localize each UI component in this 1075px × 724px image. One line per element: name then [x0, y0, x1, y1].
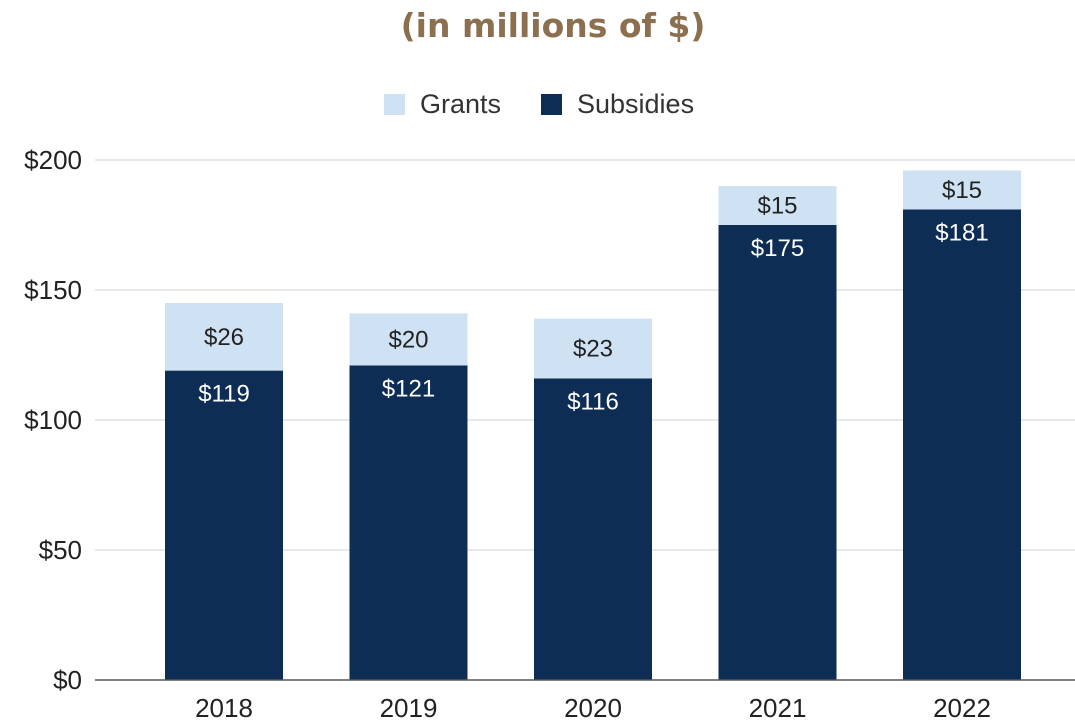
data-label-grants-2018: $26 [204, 324, 244, 351]
x-tick-label: 2021 [749, 693, 807, 723]
bar-subsidies-2022 [903, 209, 1021, 680]
data-label-grants-2020: $23 [573, 336, 613, 363]
chart-legend: Grants Subsidies [384, 89, 694, 119]
bars: $119 $26 $121 $20 $116 $23 $175 $15 $181 $15 [165, 170, 1021, 680]
legend-label-subsidies: Subsidies [577, 89, 694, 119]
y-tick-label: $150 [24, 275, 82, 305]
data-label-subsidies-2018: $119 [198, 381, 250, 408]
x-axis-ticks: 2018 2019 2020 2021 2022 [195, 693, 991, 723]
bar-subsidies-2021 [718, 225, 837, 680]
chart-title: (in millions of $) [401, 6, 706, 45]
data-label-grants-2019: $20 [388, 326, 428, 353]
bar-grants-2021 [718, 186, 837, 225]
bar-grants-2022 [903, 170, 1021, 210]
data-label-grants-2022: $15 [942, 177, 982, 204]
x-tick-label: 2018 [195, 693, 253, 723]
legend-swatch-grants [384, 94, 405, 115]
bar-grants-2018 [165, 303, 283, 371]
x-tick-label: 2019 [380, 693, 438, 723]
bar-subsidies-2019 [349, 365, 468, 680]
data-label-grants-2021: $15 [757, 193, 797, 220]
data-label-subsidies-2021: $175 [751, 235, 804, 262]
bar-subsidies-2020 [534, 378, 652, 680]
y-tick-label: $100 [24, 405, 82, 435]
x-tick-label: 2022 [933, 693, 991, 723]
y-axis-ticks: $0 $50 $100 $150 $200 [24, 145, 82, 695]
x-tick-label: 2020 [564, 693, 622, 723]
data-label-subsidies-2019: $121 [382, 375, 435, 402]
y-tick-label: $0 [53, 665, 82, 695]
bar-grants-2020 [534, 318, 652, 379]
legend-label-grants: Grants [420, 89, 501, 119]
y-tick-label: $200 [24, 145, 82, 175]
legend-swatch-subsidies [541, 94, 562, 115]
y-tick-label: $50 [39, 535, 82, 565]
data-label-subsidies-2022: $181 [935, 219, 988, 246]
bar-grants-2019 [349, 313, 468, 366]
bar-subsidies-2018 [165, 370, 283, 680]
data-label-subsidies-2020: $116 [567, 388, 619, 415]
